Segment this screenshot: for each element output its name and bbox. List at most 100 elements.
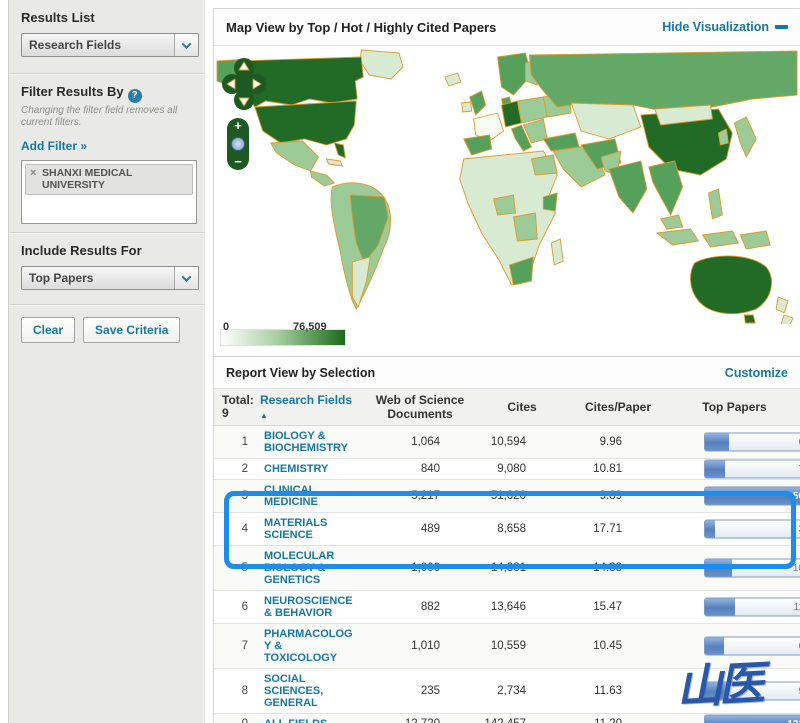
- docs-value: 1,064: [364, 426, 476, 459]
- research-field-link[interactable]: SOCIAL SCIENCES, GENERAL: [258, 669, 364, 714]
- top-papers-cell: 9: [668, 669, 800, 714]
- clear-button[interactable]: Clear: [21, 317, 75, 343]
- top-papers-bar-fill: [705, 599, 735, 616]
- top-papers-bar: 6: [704, 433, 800, 452]
- column-cites[interactable]: Cites: [476, 389, 568, 426]
- results-list-dropdown-value: Research Fields: [22, 38, 121, 52]
- research-field-link[interactable]: ALL FIELDS: [258, 714, 364, 723]
- filter-results-title: Filter Results By?: [21, 84, 193, 103]
- remove-filter-icon[interactable]: ×: [30, 167, 36, 179]
- map-zoom-control: + −: [227, 118, 249, 170]
- table-row: 7PHARMACOLOG Y & TOXICOLOGY1,01010,55910…: [214, 624, 800, 669]
- top-papers-bar: 121: [704, 715, 800, 723]
- top-papers-bar: 11: [704, 598, 800, 617]
- top-papers-bar: 7: [704, 460, 800, 479]
- research-field-link[interactable]: MOLECULAR BIOLOGY & GENETICS: [258, 546, 364, 591]
- cites-value: 10,594: [476, 426, 568, 459]
- row-rank: 3: [214, 480, 258, 513]
- research-field-link[interactable]: BIOLOGY & BIOCHEMISTRY: [258, 426, 364, 459]
- total-count: Total:9: [214, 389, 258, 426]
- globe-icon[interactable]: [231, 137, 245, 151]
- include-results-title: Include Results For: [21, 243, 193, 258]
- sort-asc-icon: ▲: [260, 411, 268, 420]
- results-list-dropdown[interactable]: Research Fields: [21, 33, 199, 57]
- column-research-fields[interactable]: Research Fields ▲: [258, 389, 364, 426]
- cites-value: 10,559: [476, 624, 568, 669]
- row-rank: 7: [214, 624, 258, 669]
- cites-value: 142,457: [476, 714, 568, 723]
- cites-per-paper-value: 9.89: [568, 480, 668, 513]
- cites-per-paper-value: 9.96: [568, 426, 668, 459]
- top-papers-cell: 6: [668, 426, 800, 459]
- cites-per-paper-value: 17.71: [568, 513, 668, 546]
- save-criteria-button[interactable]: Save Criteria: [83, 317, 180, 343]
- top-papers-bar-fill: [705, 560, 732, 577]
- top-papers-value: 10: [793, 563, 800, 574]
- add-filter-link[interactable]: Add Filter »: [21, 139, 87, 153]
- top-papers-bar: 9: [704, 682, 800, 701]
- filter-note: Changing the filter field removes all cu…: [21, 105, 193, 129]
- docs-value: 235: [364, 669, 476, 714]
- row-rank: 0: [214, 714, 258, 723]
- include-results-dropdown-value: Top Papers: [22, 271, 93, 285]
- row-rank: 6: [214, 591, 258, 624]
- top-papers-bar-fill: [705, 716, 800, 723]
- include-results-dropdown[interactable]: Top Papers: [21, 266, 199, 290]
- top-papers-bar-fill: [705, 488, 800, 505]
- docs-value: 489: [364, 513, 476, 546]
- chevron-down-icon[interactable]: [174, 34, 198, 56]
- table-row: 4MATERIALS SCIENCE4898,65817.713: [214, 513, 800, 546]
- results-list-title: Results List: [21, 10, 193, 25]
- row-rank: 4: [214, 513, 258, 546]
- top-papers-value: 121: [787, 719, 800, 723]
- filter-tag-label: SHANXI MEDICAL UNIVERSITY: [42, 167, 132, 191]
- cites-value: 8,658: [476, 513, 568, 546]
- research-field-link[interactable]: CLINICAL MEDICINE: [258, 480, 364, 513]
- hide-visualization-link[interactable]: Hide Visualization: [662, 20, 788, 34]
- cites-value: 13,646: [476, 591, 568, 624]
- top-papers-value: 11: [794, 602, 800, 613]
- table-row: 1BIOLOGY & BIOCHEMISTRY1,06410,5949.966: [214, 426, 800, 459]
- chevron-down-icon[interactable]: [174, 267, 198, 289]
- cites-value: 14,381: [476, 546, 568, 591]
- docs-value: 1,000: [364, 546, 476, 591]
- docs-value: 12,720: [364, 714, 476, 723]
- help-icon[interactable]: ?: [128, 89, 142, 103]
- world-map[interactable]: [214, 46, 800, 324]
- cites-per-paper-value: 11.20: [568, 714, 668, 723]
- filter-box: × SHANXI MEDICAL UNIVERSITY: [21, 160, 197, 224]
- research-field-link[interactable]: MATERIALS SCIENCE: [258, 513, 364, 546]
- top-papers-cell: 10: [668, 546, 800, 591]
- top-papers-cell: 6: [668, 624, 800, 669]
- map-legend: 0 76,509: [220, 329, 346, 346]
- column-top-papers[interactable]: Top Papers: [668, 389, 800, 426]
- research-field-link[interactable]: NEUROSCIENCE & BEHAVIOR: [258, 591, 364, 624]
- top-papers-bar-fill: [705, 638, 724, 655]
- top-papers-cell: 56: [668, 480, 800, 513]
- cites-value: 9,080: [476, 459, 568, 480]
- table-row: 8SOCIAL SCIENCES, GENERAL2352,73411.639: [214, 669, 800, 714]
- docs-value: 840: [364, 459, 476, 480]
- cites-value: 51,620: [476, 480, 568, 513]
- top-papers-bar: 10: [704, 559, 800, 578]
- cites-per-paper-value: 10.45: [568, 624, 668, 669]
- research-field-link[interactable]: PHARMACOLOG Y & TOXICOLOGY: [258, 624, 364, 669]
- top-papers-value: 56: [793, 491, 800, 502]
- filter-tag[interactable]: × SHANXI MEDICAL UNIVERSITY: [25, 164, 193, 195]
- docs-value: 882: [364, 591, 476, 624]
- zoom-out-button[interactable]: −: [234, 157, 242, 167]
- research-field-link[interactable]: CHEMISTRY: [258, 459, 364, 480]
- map-region: + − 0 76,509: [214, 46, 800, 356]
- column-cites-paper[interactable]: Cites/Paper: [568, 389, 668, 426]
- map-pan-control[interactable]: [222, 56, 266, 114]
- cites-per-paper-value: 11.63: [568, 669, 668, 714]
- top-papers-bar: 56: [704, 487, 800, 506]
- column-wos-documents[interactable]: Web of Science Documents: [364, 389, 476, 426]
- map-title: Map View by Top / Hot / Highly Cited Pap…: [226, 20, 496, 35]
- zoom-in-button[interactable]: +: [234, 121, 242, 131]
- cites-per-paper-value: 10.81: [568, 459, 668, 480]
- top-papers-cell: 121: [668, 714, 800, 723]
- report-table: Total:9 Research Fields ▲ Web of Science…: [214, 389, 800, 723]
- customize-link[interactable]: Customize: [725, 366, 788, 380]
- row-rank: 5: [214, 546, 258, 591]
